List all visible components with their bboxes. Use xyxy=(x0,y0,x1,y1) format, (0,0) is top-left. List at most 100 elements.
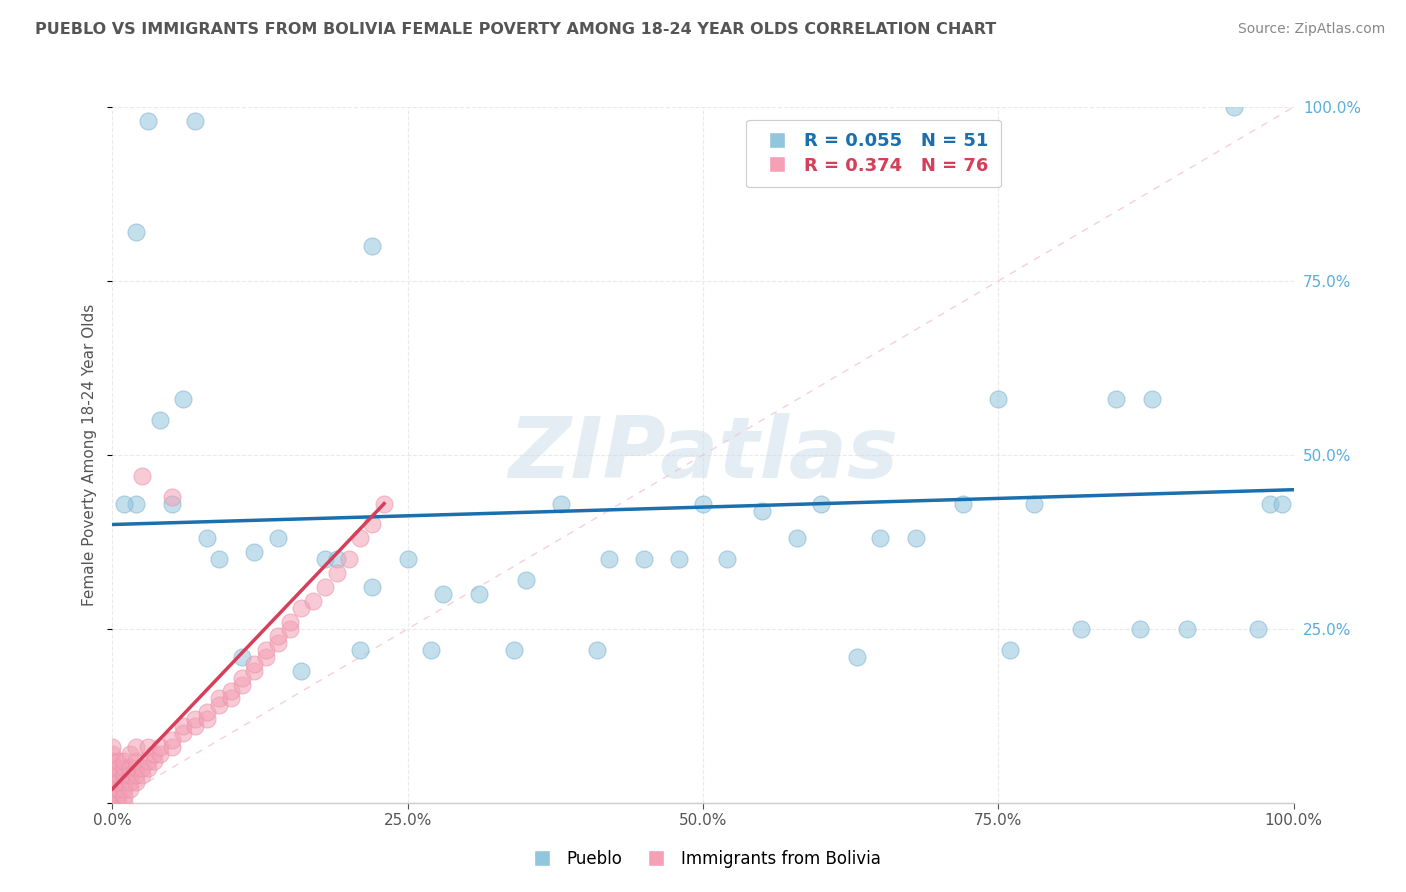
Point xyxy=(219,684,242,698)
Point xyxy=(107,768,129,782)
Legend: Pueblo, Immigrants from Bolivia: Pueblo, Immigrants from Bolivia xyxy=(519,844,887,875)
Point xyxy=(503,642,526,657)
Point xyxy=(101,768,124,782)
Point xyxy=(149,740,172,755)
Point xyxy=(314,580,336,594)
Point xyxy=(125,768,148,782)
Point xyxy=(208,691,231,706)
Point xyxy=(550,497,572,511)
Point xyxy=(107,761,129,775)
Point xyxy=(112,754,135,768)
Point xyxy=(101,747,124,761)
Point xyxy=(373,497,395,511)
Point xyxy=(337,552,360,566)
Point xyxy=(254,642,277,657)
Point xyxy=(120,781,142,796)
Point xyxy=(195,532,218,546)
Point xyxy=(136,114,159,128)
Point xyxy=(1223,100,1246,114)
Text: ZIPatlas: ZIPatlas xyxy=(508,413,898,497)
Point xyxy=(172,392,194,407)
Point xyxy=(952,497,974,511)
Point xyxy=(845,649,868,664)
Point xyxy=(101,796,124,810)
Text: PUEBLO VS IMMIGRANTS FROM BOLIVIA FEMALE POVERTY AMONG 18-24 YEAR OLDS CORRELATI: PUEBLO VS IMMIGRANTS FROM BOLIVIA FEMALE… xyxy=(35,22,997,37)
Point xyxy=(314,552,336,566)
Point xyxy=(1129,622,1152,636)
Point xyxy=(208,552,231,566)
Point xyxy=(107,789,129,803)
Point xyxy=(125,497,148,511)
Point xyxy=(361,580,384,594)
Point xyxy=(142,747,165,761)
Point xyxy=(136,754,159,768)
Point xyxy=(101,781,124,796)
Point xyxy=(184,719,207,733)
Point xyxy=(716,552,738,566)
Point xyxy=(633,552,655,566)
Point xyxy=(1247,622,1270,636)
Point xyxy=(432,587,454,601)
Point xyxy=(101,740,124,755)
Point xyxy=(120,768,142,782)
Point xyxy=(125,775,148,789)
Point xyxy=(1022,497,1045,511)
Point xyxy=(1105,392,1128,407)
Point xyxy=(107,781,129,796)
Point xyxy=(160,490,183,504)
Point xyxy=(101,789,124,803)
Point xyxy=(101,754,124,768)
Point xyxy=(290,664,312,678)
Point xyxy=(112,761,135,775)
Point xyxy=(243,545,266,559)
Point xyxy=(195,706,218,720)
Point xyxy=(751,503,773,517)
Point xyxy=(184,114,207,128)
Point xyxy=(172,719,194,733)
Point xyxy=(101,796,124,810)
Point xyxy=(1140,392,1163,407)
Point xyxy=(120,775,142,789)
Point xyxy=(112,789,135,803)
Point xyxy=(231,677,253,691)
Point xyxy=(112,768,135,782)
Point xyxy=(107,796,129,810)
Point xyxy=(668,552,690,566)
Point xyxy=(149,747,172,761)
Text: Source: ZipAtlas.com: Source: ZipAtlas.com xyxy=(1237,22,1385,37)
Point xyxy=(361,239,384,253)
Point xyxy=(243,657,266,671)
Point xyxy=(101,761,124,775)
Point xyxy=(125,740,148,755)
Point xyxy=(208,698,231,713)
Point xyxy=(869,532,891,546)
Point xyxy=(290,601,312,615)
Point xyxy=(243,664,266,678)
Point xyxy=(396,552,419,566)
Point xyxy=(120,761,142,775)
Point xyxy=(107,754,129,768)
Point xyxy=(515,573,537,587)
Point xyxy=(125,225,148,239)
Point xyxy=(160,740,183,755)
Point xyxy=(585,642,607,657)
Point xyxy=(786,532,808,546)
Point xyxy=(136,761,159,775)
Point xyxy=(136,740,159,755)
Point xyxy=(267,636,290,650)
Point xyxy=(998,642,1021,657)
Point xyxy=(107,775,129,789)
Point xyxy=(349,642,371,657)
Point xyxy=(172,726,194,740)
Point xyxy=(142,754,165,768)
Point xyxy=(278,615,301,629)
Point xyxy=(267,629,290,643)
Point xyxy=(101,781,124,796)
Point xyxy=(131,468,153,483)
Point xyxy=(231,671,253,685)
Point xyxy=(149,413,172,427)
Point xyxy=(692,497,714,511)
Point xyxy=(467,587,489,601)
Point xyxy=(267,532,290,546)
Point xyxy=(112,497,135,511)
